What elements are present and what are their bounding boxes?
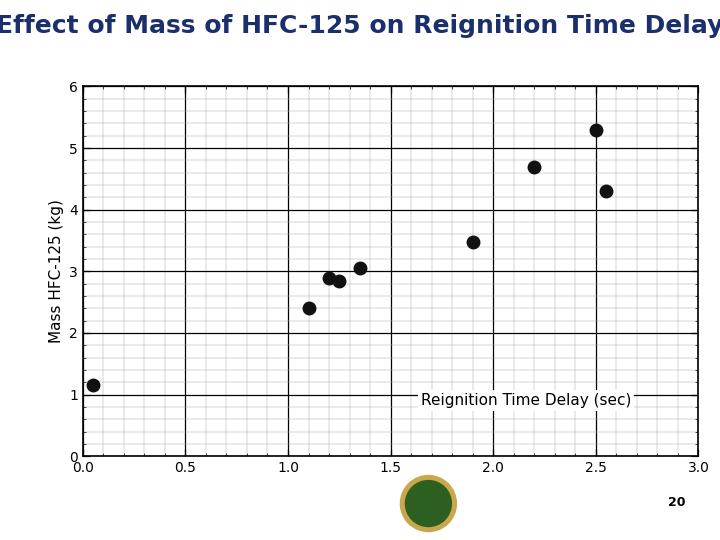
Point xyxy=(467,238,478,246)
Text: Reignition Time Delay (sec): Reignition Time Delay (sec) xyxy=(421,393,631,408)
Point xyxy=(600,187,612,195)
Ellipse shape xyxy=(405,481,451,526)
Text: Status of Research & Testing to Replace Halon
Extinguishing Agents in Civil Avia: Status of Research & Testing to Replace … xyxy=(18,490,292,515)
Point xyxy=(333,276,345,285)
Text: 20: 20 xyxy=(668,496,685,509)
Point xyxy=(528,162,540,171)
Text: Effect of Mass of HFC-125 on Reignition Time Delay: Effect of Mass of HFC-125 on Reignition … xyxy=(0,14,720,37)
Point xyxy=(87,381,99,390)
Point xyxy=(354,264,366,273)
Point xyxy=(302,304,314,313)
Text: Federal Aviation
Administration: Federal Aviation Administration xyxy=(467,490,564,515)
Y-axis label: Mass HFC-125 (kg): Mass HFC-125 (kg) xyxy=(48,199,63,343)
Text: 20: 20 xyxy=(643,496,660,509)
Point xyxy=(590,125,602,134)
Ellipse shape xyxy=(400,476,456,531)
Point xyxy=(323,273,335,282)
